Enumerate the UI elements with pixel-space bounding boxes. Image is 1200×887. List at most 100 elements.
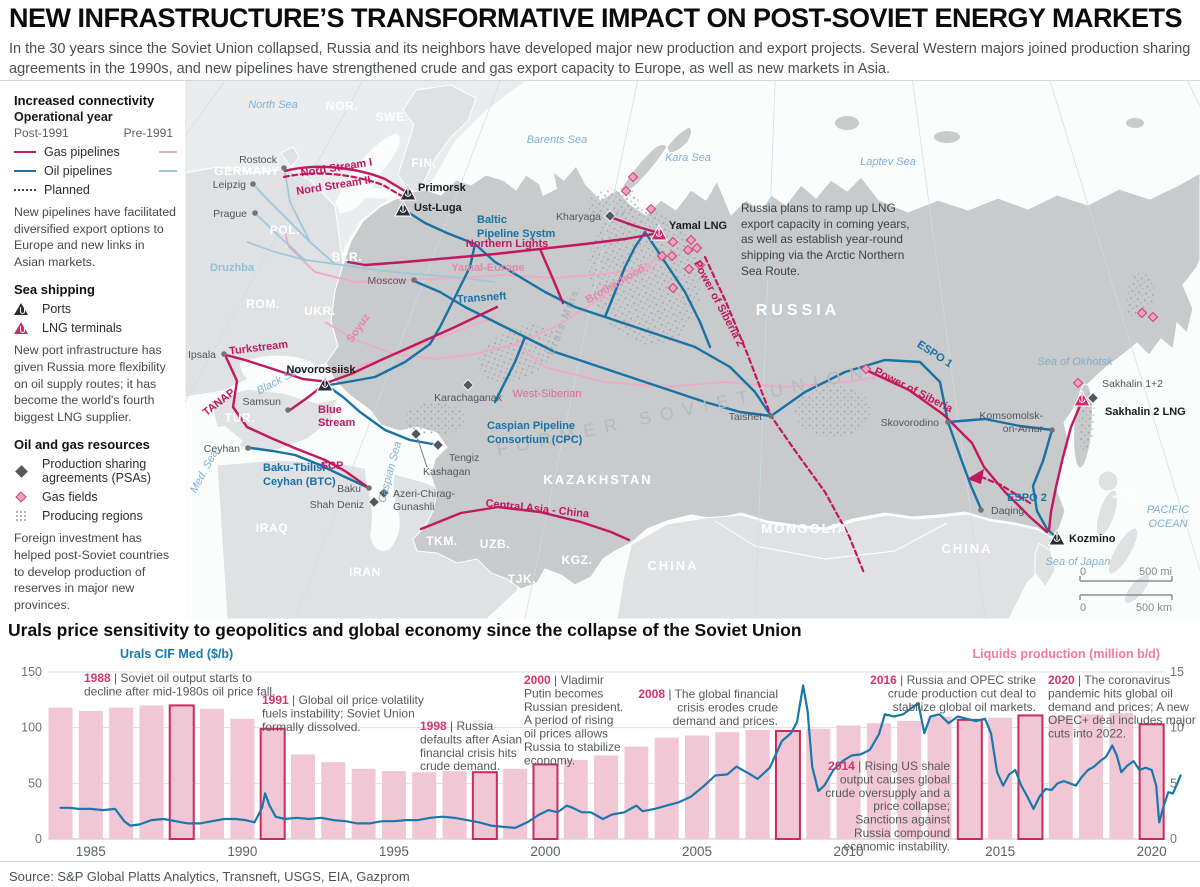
annotation-1998-line-2: financial crisis hits [420,746,517,760]
transneft-line-4 [428,242,477,346]
map-label: UZB. [480,537,510,551]
legend-row-producing: Producing regions [14,509,177,523]
transneft-line-9 [553,350,773,418]
south-corridor-gas [327,305,499,384]
pipelines-post-1991-oil [249,207,1058,539]
city-dot [281,165,287,171]
port-marker-ust-luga [394,199,412,217]
legend-subheading: Operational year [14,110,113,124]
annotation-1998-line-1: defaults after Asian [420,732,522,746]
annotation-2014-line-0: 2014 | Rising US shale [828,759,950,773]
bar-2014 [956,718,983,840]
wrangel-island [1126,118,1144,128]
map-label: IRAN [349,565,381,579]
oil-pipeline-pre-swatch-icon [159,170,177,172]
gas-pipeline-pre-swatch-icon [159,151,177,153]
south-siberia-gas-pipeline [514,343,878,388]
lng-marker-yamal-lng [650,223,668,241]
chart-axis-ticks: 0 50 100 150 0 5 10 15 1985 1990 1995 2000 2005 2010 2… [21,665,1184,859]
japan-island [1107,527,1139,575]
annotation-1991-line-1: fuels instability; Soviet Union [262,706,415,720]
map-label: Taishet [729,411,762,423]
chart-bars [48,704,1165,840]
bar-2007 [745,729,770,839]
gas-field-marker [1072,377,1084,389]
pipelines-post-1991-gas [224,165,1084,575]
severnaya-zemlya [835,116,859,130]
bar-2017 [1048,716,1073,839]
bar-2002 [594,755,619,839]
annotation-2020-line-2: demand and prices; A new [1048,700,1189,714]
druzhba-branch-west [246,241,336,265]
meridian-line [754,81,776,619]
port-marker-novorossiisk [316,374,334,392]
annotation-2008-line-0: 2008 | The global financial [638,687,778,701]
map-label: Novorossiisk [286,364,356,376]
northern-lights-spur [538,247,565,305]
city-dot [945,419,951,425]
druzhba-branch-rostock [284,172,336,265]
med-sea [185,426,243,459]
map-label: POL. [270,223,300,237]
left-axis-label: Urals CIF Med ($/b) [120,647,233,661]
annotation-2000-line-5: Russia to stabilize [524,740,621,754]
page-title: NEW INFRASTRUCTURE’S TRANSFORMATIVE IMPA… [9,3,1183,33]
legend-note-connectivity: New pipelines have facilitated diversifi… [14,205,177,269]
gas-field-marker [691,242,703,254]
map-label: Komsomolsk- [979,410,1043,422]
bar-1987 [139,705,164,839]
gas-field-marker [685,234,697,246]
map-label: Yamal-Europe [451,262,524,274]
sakhalin-coastal-gas [1047,399,1084,532]
annotation-2016-line-2: stabilize global oil markets. [893,700,1036,714]
northern-lights-pipeline [346,231,661,267]
bar-2011 [866,723,891,839]
map-label: TJK. [508,572,536,586]
nord-stream-1-pipeline [283,165,410,195]
bar-2016 [1017,714,1044,840]
annotation-2020-line-4: cuts into 2022. [1048,727,1126,741]
legend-heading-sea-shipping: Sea shipping [14,282,95,298]
annotation-2014-line-1: output causes global [840,772,950,786]
port-marker-primorsk [399,183,417,201]
annotation-2020-line-1: pandemic hits global oil [1048,686,1173,700]
port-marker-kozmino [1048,528,1066,546]
legend-label-oil: Oil pipelines [44,164,113,178]
legend-label-planned: Planned [44,183,90,197]
turkstream-pipeline [224,353,331,384]
map-annotation: Russia plans to ramp up LNG export capac… [741,201,910,278]
city-dot [768,413,774,419]
pos-china-spur-planned [977,474,1032,505]
bar-1986 [109,707,134,839]
daqing-branch-pipeline [946,420,983,511]
mongolia-border [714,520,948,560]
map-label: TKM. [426,534,458,548]
bar-1991 [259,727,286,840]
psa-marker-sakhalin [1087,392,1099,404]
map-label: Yamal LNG [669,220,727,232]
bar-1988 [168,704,195,840]
map-label: Sakhalin 2 LNG [1105,406,1186,418]
meridian-line [185,81,364,403]
bar-2006 [715,732,740,839]
legend-label-ports: Ports [42,302,72,317]
psa-marker-kashagan [410,428,422,440]
map-label: RUSSIA [756,302,840,319]
legend-row-gas: Gas pipelines [14,145,177,159]
scale-500-km: 500 km [1136,602,1172,614]
bar-1992 [290,754,315,839]
map-label: NOR. [326,99,358,113]
map-label: Blue [318,404,342,416]
map-label: UKR. [304,304,336,318]
annotation-2014-line-5: Russia compound [854,826,950,840]
annotation-2000-line-3: A period of rising [524,713,613,727]
city-dot [245,445,251,451]
x-tick-1995: 1995 [379,844,409,859]
bar-2000 [532,763,559,840]
map-label: Gunashli [393,501,434,513]
btc-pipeline [249,446,371,490]
psa-marker-karachaganak [462,379,474,391]
annotation-2000-line-0: 2000 | Vladimir [524,673,604,687]
scale-zero-km: 0 [1080,602,1086,614]
annotation-2000-line-1: Putin becomes [524,686,603,700]
